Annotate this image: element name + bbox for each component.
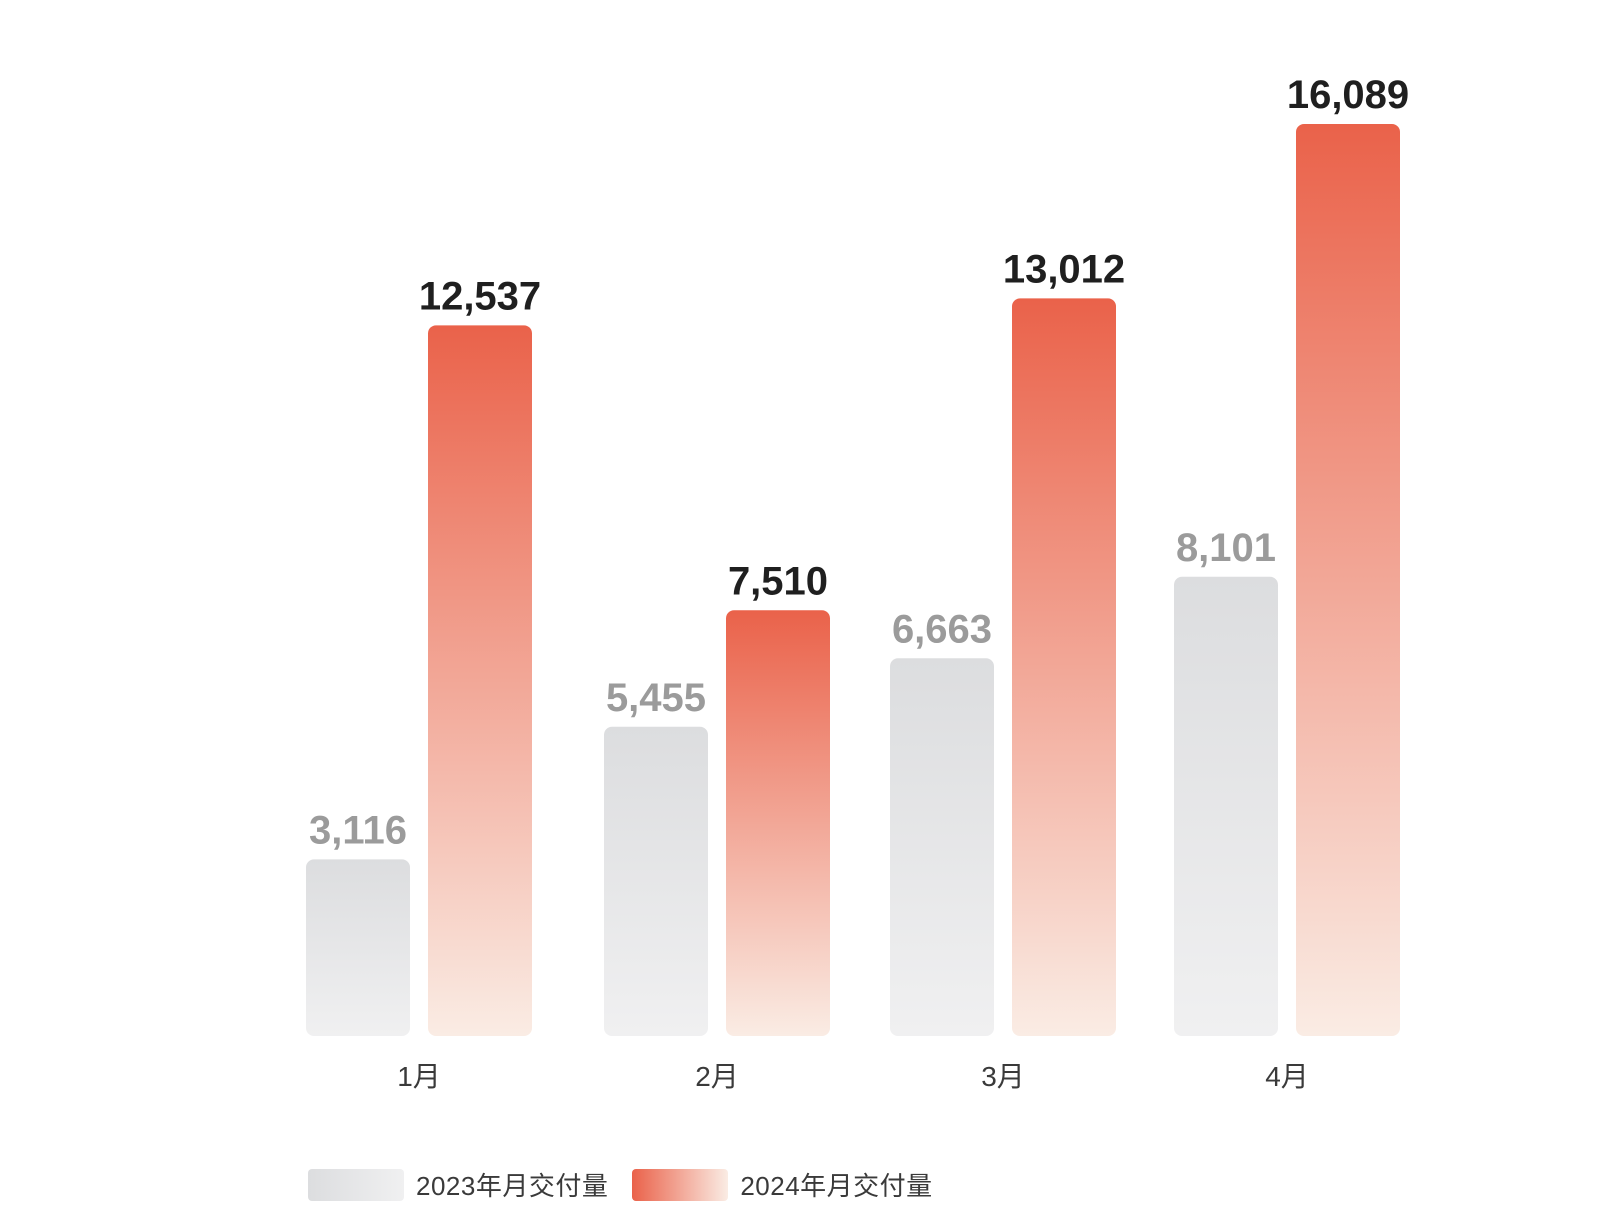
legend-swatch-2024 — [632, 1168, 729, 1201]
value-label-2024-3: 13,012 — [1003, 247, 1125, 291]
legend-label-2024: 2024年月交付量 — [740, 1171, 933, 1201]
legend: 2023年月交付量 2024年月交付量 — [308, 1166, 933, 1203]
x-tick-label-2: 2月 — [695, 1061, 739, 1092]
bar-2023-3 — [890, 658, 994, 1036]
x-tick-label-1: 1月 — [397, 1061, 441, 1092]
value-label-2024-2: 7,510 — [728, 559, 828, 603]
bar-2024-4 — [1296, 124, 1400, 1036]
value-label-2024-1: 12,537 — [419, 274, 541, 318]
value-label-2023-2: 5,455 — [606, 676, 706, 720]
x-tick-label-4: 4月 — [1265, 1061, 1309, 1092]
bar-2024-1 — [428, 325, 532, 1037]
legend-item-2023: 2023年月交付量 — [308, 1166, 608, 1203]
bar-2023-1 — [306, 859, 410, 1036]
bar-2023-4 — [1174, 576, 1278, 1036]
legend-item-2024: 2024年月交付量 — [632, 1166, 932, 1203]
value-label-2023-1: 3,116 — [309, 808, 407, 852]
value-label-2024-4: 16,089 — [1287, 73, 1409, 117]
legend-swatch-2023 — [308, 1168, 404, 1201]
legend-label-2023: 2023年月交付量 — [416, 1171, 609, 1201]
value-label-2023-4: 8,101 — [1176, 526, 1276, 570]
x-tick-label-3: 3月 — [981, 1061, 1025, 1092]
bar-2024-2 — [726, 610, 830, 1036]
bar-2023-2 — [604, 726, 708, 1036]
bar-2024-3 — [1012, 298, 1116, 1036]
value-label-2023-3: 6,663 — [892, 607, 992, 651]
